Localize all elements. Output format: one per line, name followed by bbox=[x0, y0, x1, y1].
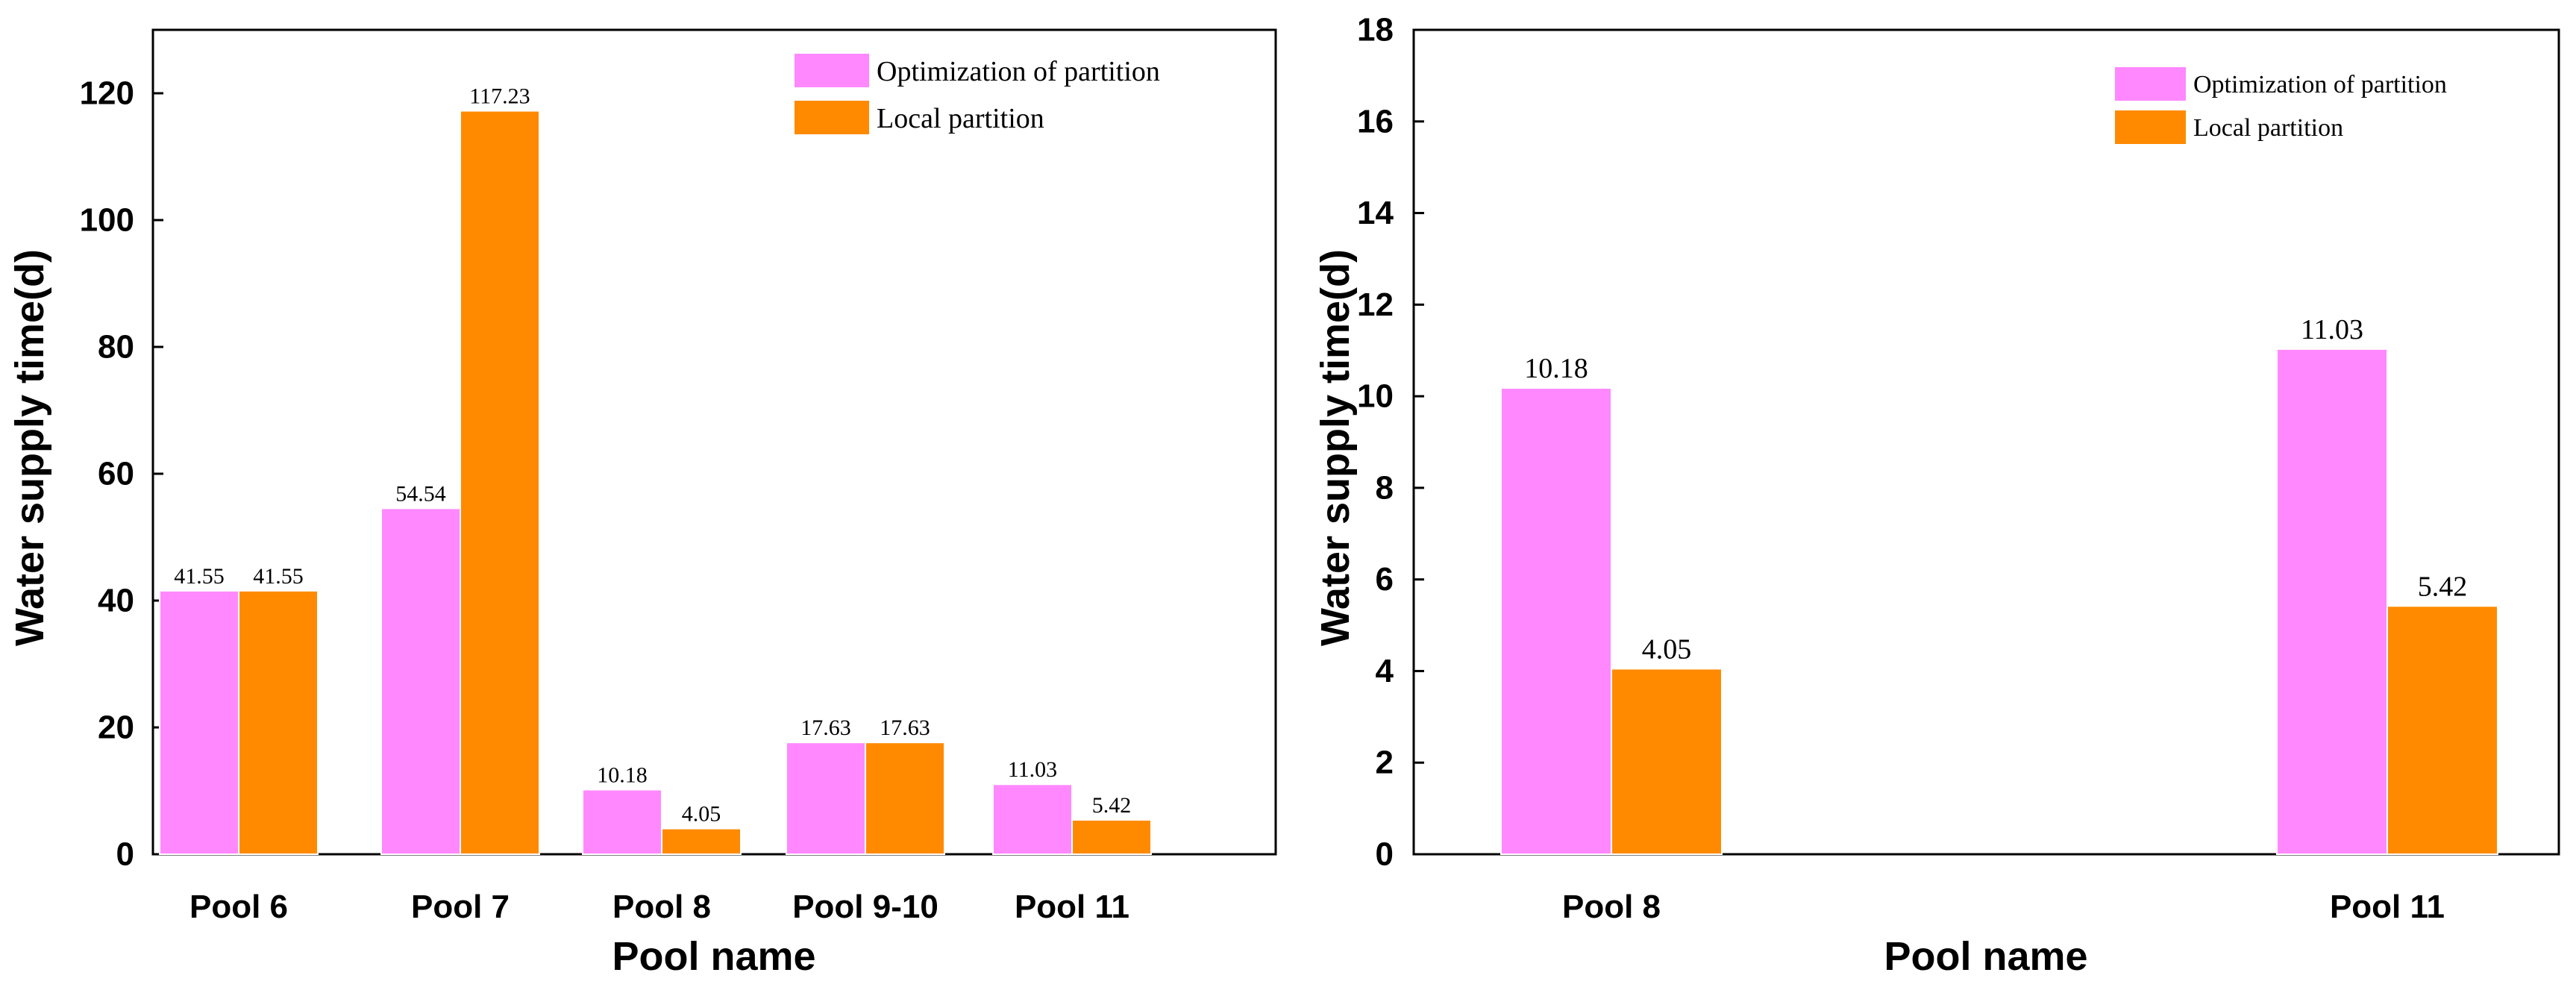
left-y-axis: 0 20 40 60 80 100 120 bbox=[80, 75, 163, 873]
right-legend-swatch-local bbox=[2115, 110, 2186, 144]
y-tick-label: 8 bbox=[1376, 469, 1394, 506]
left-x-axis-label: Pool name bbox=[612, 934, 815, 979]
right-data-labels: 10.18 11.03 4.05 5.42 bbox=[1524, 314, 2467, 665]
x-tick-label: Pool 11 bbox=[2330, 889, 2445, 925]
right-bars bbox=[1500, 348, 2498, 855]
left-legend: Optimization of partition Local partitio… bbox=[795, 54, 1160, 134]
left-legend-swatch-local bbox=[795, 101, 869, 134]
bar-optimization-pool-11 bbox=[2276, 348, 2388, 855]
bar-optimization-pool-8 bbox=[1500, 387, 1612, 855]
bar-local-pool-8 bbox=[661, 827, 742, 855]
bar-optimization-pool-11 bbox=[992, 783, 1073, 855]
right-plot-frame bbox=[1412, 28, 2560, 856]
y-tick-label: 0 bbox=[116, 836, 134, 873]
x-tick-label: Pool 6 bbox=[189, 889, 288, 925]
bar-value-label: 5.42 bbox=[2418, 571, 2468, 602]
y-tick-label: 4 bbox=[1376, 653, 1394, 689]
left-plot-frame bbox=[151, 28, 1277, 856]
left-legend-label-optimization: Optimization of partition bbox=[877, 56, 1160, 87]
right-bar-chart: 0 2 4 6 8 10 12 14 16 18 10.18 11.03 4.05 5.42 Pool … bbox=[1313, 12, 2560, 979]
right-x-axis-label: Pool name bbox=[1884, 934, 2087, 979]
bar-value-label: 10.18 bbox=[1524, 353, 1588, 384]
bar-local-pool-8 bbox=[1611, 668, 1723, 855]
left-x-axis: Pool 6 Pool 7 Pool 8 Pool 9-10 Pool 11 bbox=[189, 889, 1129, 925]
y-tick-label: 100 bbox=[80, 202, 134, 239]
y-tick-label: 120 bbox=[80, 75, 134, 112]
bar-optimization-pool-6 bbox=[159, 589, 239, 855]
bar-local-pool-11 bbox=[2387, 605, 2498, 855]
left-bars bbox=[159, 110, 1152, 856]
bar-optimization-pool-8 bbox=[582, 789, 662, 855]
x-tick-label: Pool 9-10 bbox=[792, 889, 938, 925]
bar-value-label: 41.55 bbox=[253, 564, 304, 589]
right-legend-label-optimization: Optimization of partition bbox=[2193, 71, 2447, 98]
y-tick-label: 60 bbox=[98, 456, 134, 492]
bar-optimization-pool-7 bbox=[380, 507, 461, 855]
bar-local-pool-7 bbox=[460, 110, 540, 856]
right-legend-label-local: Local partition bbox=[2193, 114, 2343, 142]
y-tick-label: 0 bbox=[1376, 836, 1394, 873]
bar-value-label: 4.05 bbox=[1642, 633, 1692, 665]
bar-value-label: 17.63 bbox=[800, 715, 851, 740]
right-x-axis: Pool 8 Pool 11 bbox=[1562, 889, 2445, 925]
bar-value-label: 117.23 bbox=[469, 84, 530, 109]
bar-value-label: 4.05 bbox=[682, 802, 721, 827]
y-tick-label: 16 bbox=[1357, 103, 1394, 140]
x-tick-label: Pool 11 bbox=[1015, 889, 1129, 925]
right-legend: Optimization of partition Local partitio… bbox=[2115, 67, 2447, 144]
right-legend-swatch-optimization bbox=[2115, 67, 2186, 101]
y-tick-label: 18 bbox=[1357, 12, 1394, 48]
bar-value-label: 11.03 bbox=[2301, 314, 2363, 345]
bar-value-label: 10.18 bbox=[597, 762, 648, 787]
left-y-axis-label: Water supply time(d) bbox=[7, 249, 52, 646]
left-legend-swatch-optimization bbox=[795, 54, 869, 87]
bar-value-label: 5.42 bbox=[1092, 793, 1132, 818]
y-tick-label: 40 bbox=[98, 583, 134, 619]
bar-local-pool-6 bbox=[238, 589, 319, 855]
bar-local-pool-11 bbox=[1071, 818, 1152, 856]
bar-optimization-pool-9-10 bbox=[786, 742, 866, 856]
x-tick-label: Pool 8 bbox=[1562, 889, 1661, 925]
bar-value-label: 54.54 bbox=[395, 481, 446, 506]
bar-local-pool-9-10 bbox=[865, 742, 945, 856]
y-tick-label: 6 bbox=[1376, 561, 1394, 598]
y-tick-label: 10 bbox=[1357, 378, 1394, 415]
x-tick-label: Pool 7 bbox=[411, 889, 510, 925]
y-tick-label: 14 bbox=[1357, 195, 1394, 231]
left-bar-chart: 0 20 40 60 80 100 120 41.55 54.54 10.18 17.63 11.0… bbox=[7, 28, 1277, 979]
y-tick-label: 80 bbox=[98, 329, 134, 366]
right-y-axis-label: Water supply time(d) bbox=[1313, 249, 1358, 646]
left-legend-label-local: Local partition bbox=[877, 103, 1044, 134]
bar-value-label: 11.03 bbox=[1008, 757, 1057, 782]
y-tick-label: 20 bbox=[98, 710, 134, 746]
left-data-labels: 41.55 54.54 10.18 17.63 11.03 41.55 117.23 4.05… bbox=[174, 84, 1131, 827]
right-y-axis: 0 2 4 6 8 10 12 14 16 18 bbox=[1357, 12, 1424, 873]
bar-value-label: 17.63 bbox=[880, 715, 930, 740]
bar-value-label: 41.55 bbox=[174, 564, 225, 589]
y-tick-label: 2 bbox=[1376, 745, 1394, 781]
y-tick-label: 12 bbox=[1357, 286, 1394, 323]
x-tick-label: Pool 8 bbox=[612, 889, 711, 925]
